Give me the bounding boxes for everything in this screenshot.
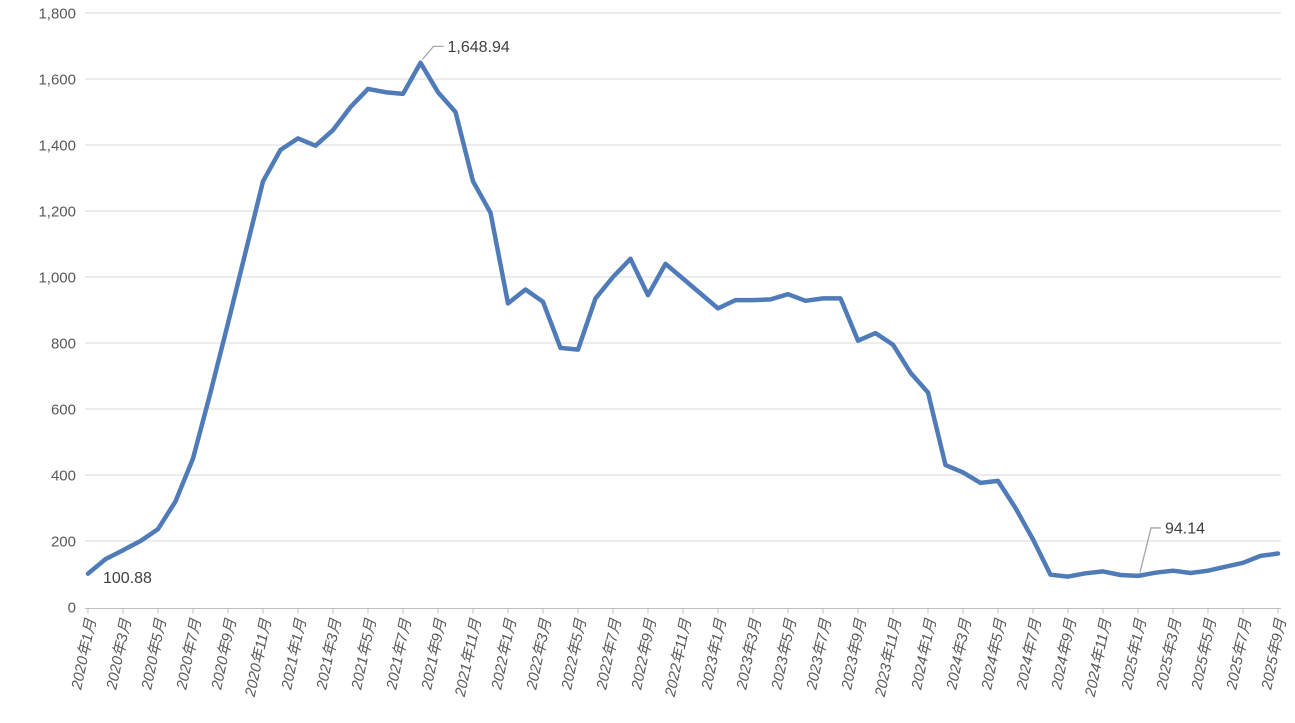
x-axis-labels: 2020年1月 2020年3月 2020年5月 2020年7月 2020年9月 2020年… <box>68 616 1290 699</box>
x-axis-tick-label: 2025年7月 <box>1223 616 1255 692</box>
annotation-label: 100.88 <box>103 570 152 587</box>
x-axis-tick-label: 2020年11月 <box>242 616 275 699</box>
x-axis-tick-label: 2025年3月 <box>1153 616 1185 692</box>
x-axis-tick-label: 2023年5月 <box>768 616 800 692</box>
y-axis-labels: 0 200 400 600 800 1,000 1,200 1,400 1,600 1,800 <box>38 6 76 617</box>
x-axis-tick-label: 2023年11月 <box>872 616 905 699</box>
x-axis-tick-label: 2024年7月 <box>1013 616 1045 692</box>
x-axis-tick-label: 2024年3月 <box>943 616 975 692</box>
x-axis-tick-label: 2024年11月 <box>1082 616 1115 699</box>
x-axis-tick-label: 2021年11月 <box>452 616 485 699</box>
x-axis-tick-label: 2022年11月 <box>662 616 695 699</box>
annotation-label: 1,648.94 <box>448 39 510 56</box>
annotation-leader-line <box>422 45 444 60</box>
x-axis-tick-label: 2022年1月 <box>488 616 520 692</box>
x-axis-tick-label: 2020年3月 <box>103 616 135 692</box>
x-axis-tick-label: 2021年3月 <box>313 616 345 692</box>
annotation-leader-line <box>1139 527 1161 573</box>
x-axis-tick-label: 2023年1月 <box>698 616 730 692</box>
x-axis-tick-label: 2023年9月 <box>838 616 870 692</box>
x-axis-tick-label: 2025年9月 <box>1258 616 1290 692</box>
x-axis-tick-label: 2024年5月 <box>978 616 1010 692</box>
x-axis-tick-label: 2023年3月 <box>733 616 765 692</box>
y-axis-tick-label: 1,000 <box>38 270 76 287</box>
x-axis-tick-label: 2024年9月 <box>1048 616 1080 692</box>
x-axis-tick-label: 2021年7月 <box>383 616 415 692</box>
x-axis-tick-label: 2021年9月 <box>418 616 450 692</box>
y-axis-tick-label: 0 <box>68 600 76 617</box>
y-axis-tick-label: 400 <box>51 468 76 485</box>
x-axis-tick-label: 2020年5月 <box>138 616 170 692</box>
y-axis-tick-label: 600 <box>51 402 76 419</box>
y-axis-tick-label: 800 <box>51 336 76 353</box>
x-axis-tick-label: 2022年3月 <box>523 616 555 692</box>
x-axis-tick-label: 2024年1月 <box>908 616 940 692</box>
x-axis-tick-label: 2020年7月 <box>173 616 205 692</box>
annotations: 100.88 1,648.94 94.14 <box>103 39 1205 587</box>
x-axis-ticks <box>87 608 1279 614</box>
x-axis-tick-label: 2022年9月 <box>628 616 660 692</box>
annotation-label: 94.14 <box>1165 520 1205 537</box>
x-axis-tick-label: 2022年5月 <box>558 616 590 692</box>
y-axis-tick-label: 1,400 <box>38 138 76 155</box>
y-axis-tick-label: 200 <box>51 534 76 551</box>
x-axis-tick-label: 2022年7月 <box>593 616 625 692</box>
x-axis-tick-label: 2023年7月 <box>803 616 835 692</box>
x-axis-tick-label: 2025年5月 <box>1188 616 1220 692</box>
y-axis-tick-label: 1,200 <box>38 204 76 221</box>
y-axis-tick-label: 1,600 <box>38 72 76 89</box>
data-line <box>85 60 1281 579</box>
x-axis-tick-label: 2020年1月 <box>68 616 100 692</box>
x-axis-tick-label: 2025年1月 <box>1118 616 1150 692</box>
y-axis-tick-label: 1,800 <box>38 6 76 23</box>
x-axis-tick-label: 2020年9月 <box>208 616 240 692</box>
x-axis-tick-label: 2021年5月 <box>348 616 380 692</box>
x-axis-tick-label: 2021年1月 <box>278 616 310 692</box>
